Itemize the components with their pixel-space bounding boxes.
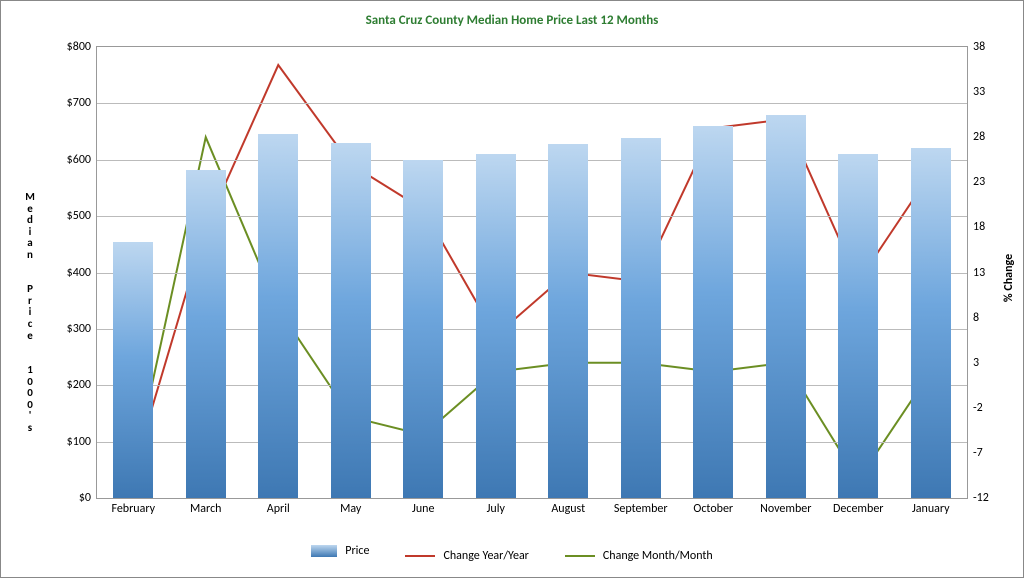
price-bar [258, 134, 298, 498]
plot-area: $0$100$200$300$400$500$600$700$800-12-7-… [96, 46, 968, 499]
price-bar [911, 148, 951, 498]
price-bar [693, 126, 733, 498]
price-bar [476, 154, 516, 498]
gridline [97, 160, 967, 161]
price-bar [548, 144, 588, 498]
y-tick-left: $600 [67, 153, 91, 167]
legend-item: Change Year/Year [405, 549, 528, 563]
y-tick-left: $500 [67, 209, 91, 223]
y-tick-right: 28 [973, 130, 985, 144]
y-tick-right: 8 [973, 311, 979, 325]
x-tick: November [760, 502, 811, 516]
y-tick-left: $0 [79, 491, 91, 505]
price-bar [403, 160, 443, 498]
y-tick-left: $200 [67, 378, 91, 392]
legend-swatch-line [405, 555, 435, 557]
x-tick: June [412, 502, 434, 516]
x-tick: March [190, 502, 221, 516]
price-bar [621, 138, 661, 498]
y-tick-left: $700 [67, 96, 91, 110]
legend-swatch-bar [311, 545, 337, 557]
legend: Price Change Year/Year Change Month/Month [1, 544, 1023, 563]
gridline [97, 273, 967, 274]
legend-item: Price [311, 544, 369, 558]
legend-label: Change Month/Month [603, 549, 713, 563]
x-tick: December [833, 502, 883, 516]
x-tick: August [551, 502, 585, 516]
x-tick: February [111, 502, 155, 516]
price-bar [186, 170, 226, 498]
y-tick-left: $800 [67, 40, 91, 54]
y-tick-right: 3 [973, 356, 979, 370]
gridline [97, 103, 967, 104]
y-tick-left: $100 [67, 435, 91, 449]
y-tick-right: -2 [973, 401, 983, 415]
gridline [97, 329, 967, 330]
x-tick: January [912, 502, 950, 516]
x-tick: September [614, 502, 668, 516]
y-tick-right: 23 [973, 175, 985, 189]
gridline [97, 442, 967, 443]
y-tick-left: $300 [67, 322, 91, 336]
y-tick-left: $400 [67, 266, 91, 280]
gridline [97, 216, 967, 217]
legend-label: Price [345, 544, 369, 558]
y-tick-right: -12 [973, 491, 989, 505]
x-tick: October [693, 502, 733, 516]
y-tick-right: -7 [973, 446, 983, 460]
y-tick-right: 18 [973, 220, 985, 234]
legend-swatch-line [565, 555, 595, 557]
chart-title: Santa Cruz County Median Home Price Last… [1, 13, 1023, 28]
x-tick: July [487, 502, 505, 516]
y-tick-right: 38 [973, 40, 985, 54]
gridline [97, 385, 967, 386]
y-axis-right-label: % Change [1002, 254, 1016, 302]
price-bar [838, 154, 878, 498]
y-tick-right: 13 [973, 266, 985, 280]
mom-line [133, 137, 931, 480]
price-bar [331, 143, 371, 498]
chart-container: Santa Cruz County Median Home Price Last… [0, 0, 1024, 578]
price-bar [113, 242, 153, 499]
legend-label: Change Year/Year [443, 549, 528, 563]
y-axis-left-label: MedianPrice1000's [23, 191, 37, 433]
y-tick-right: 33 [973, 85, 985, 99]
legend-item: Change Month/Month [565, 549, 713, 563]
yoy-line [133, 65, 931, 471]
x-tick: May [340, 502, 361, 516]
price-bar [766, 115, 806, 498]
x-tick: April [267, 502, 290, 516]
